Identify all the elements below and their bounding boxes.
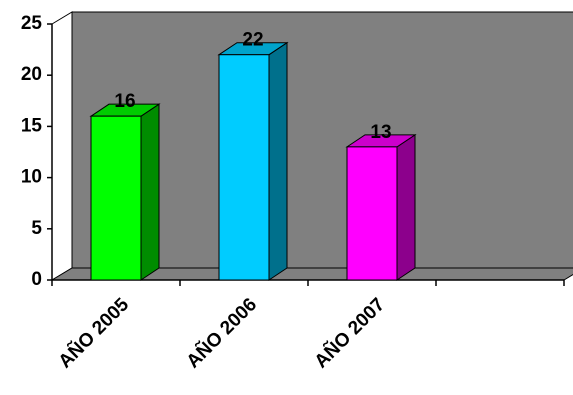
y-tick-label: 10 [21,167,42,188]
x-tick-label: AÑO 2006 [182,294,261,373]
x-tick-label: AÑO 2005 [54,293,133,372]
y-tick-label: 20 [21,64,42,85]
bar-side [396,133,416,281]
y-tick-label: 25 [21,13,43,34]
y-tick-label: 15 [21,115,43,136]
bar-side [140,103,160,281]
data-label: 22 [242,30,263,51]
y-tick-label: 0 [31,269,42,290]
side-wall [51,11,73,281]
bar [346,146,398,281]
x-tick-label: AÑO 2007 [310,294,389,373]
data-label: 16 [114,91,135,112]
bar [218,54,270,281]
bar-side [268,41,288,281]
data-label: 13 [370,122,391,143]
y-tick-label: 5 [31,218,42,239]
bar [90,115,142,281]
